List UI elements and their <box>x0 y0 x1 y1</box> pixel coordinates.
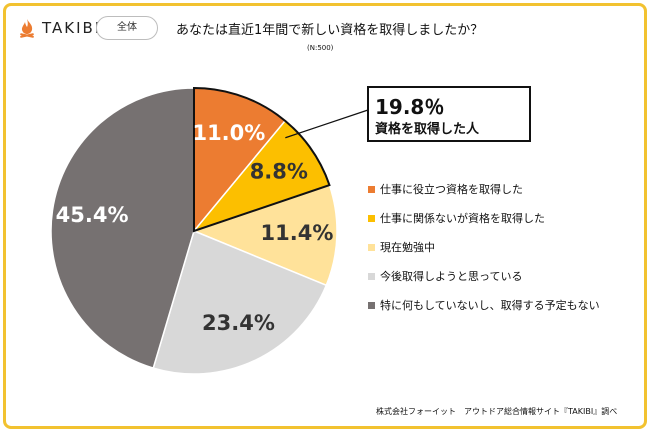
slice-value-label: 23.4% <box>202 311 275 335</box>
legend-label: 現在勉強中 <box>380 241 435 254</box>
pie-slice <box>191 184 338 287</box>
legend-swatch <box>368 214 375 222</box>
takibi-logo: TAKIBI <box>18 18 101 38</box>
slice-value-label: 45.4% <box>56 203 129 227</box>
campfire-icon <box>20 19 34 38</box>
legend-swatch <box>368 301 375 309</box>
legend-swatch <box>368 243 375 251</box>
callout-leader-line <box>285 109 369 139</box>
legend-label: 仕事に関係ないが資格を取得した <box>380 212 545 225</box>
callout-value: 19.8％ <box>375 95 445 119</box>
legend-swatch <box>368 272 375 280</box>
slice-value-label: 11.0% <box>192 121 265 145</box>
slice-value-label: 11.4% <box>261 221 334 245</box>
legend-item: 仕事に関係ないが資格を取得した <box>368 210 600 226</box>
callout-box: 19.8％ 資格を取得した人 <box>367 86 531 142</box>
legend-item: 今後取得しようと思っている <box>368 268 600 284</box>
slice-value-label: 8.8% <box>250 160 308 184</box>
legend-label: 特に何もしていないし、取得する予定もない <box>380 299 600 312</box>
legend-label: 今後取得しようと思っている <box>380 270 523 283</box>
pie-slice <box>152 229 328 375</box>
legend-swatch <box>368 185 375 193</box>
legend-item: 特に何もしていないし、取得する予定もない <box>368 297 600 313</box>
legend-item: 現在勉強中 <box>368 239 600 255</box>
legend: 仕事に役立つ資格を取得した仕事に関係ないが資格を取得した 現在勉強中今後取得しよう… <box>368 181 600 326</box>
logo-text: TAKIBI <box>42 19 102 37</box>
segment-tag: 全体 <box>96 16 158 40</box>
source-note: 株式会社フォーイット アウトドア総合情報サイト『TAKIBI』調べ <box>376 407 618 416</box>
callout-label: 資格を取得した人 <box>375 122 480 137</box>
legend-label: 仕事に役立つ資格を取得した <box>380 183 523 196</box>
highlight-outline <box>193 86 331 233</box>
chart-title: あなたは直近1年間で新しい資格を取得しましたか？ <box>176 23 484 38</box>
pie-slice <box>50 87 195 370</box>
legend-item: 仕事に役立つ資格を取得した <box>368 181 600 197</box>
sample-size: (N:500) <box>307 44 334 52</box>
